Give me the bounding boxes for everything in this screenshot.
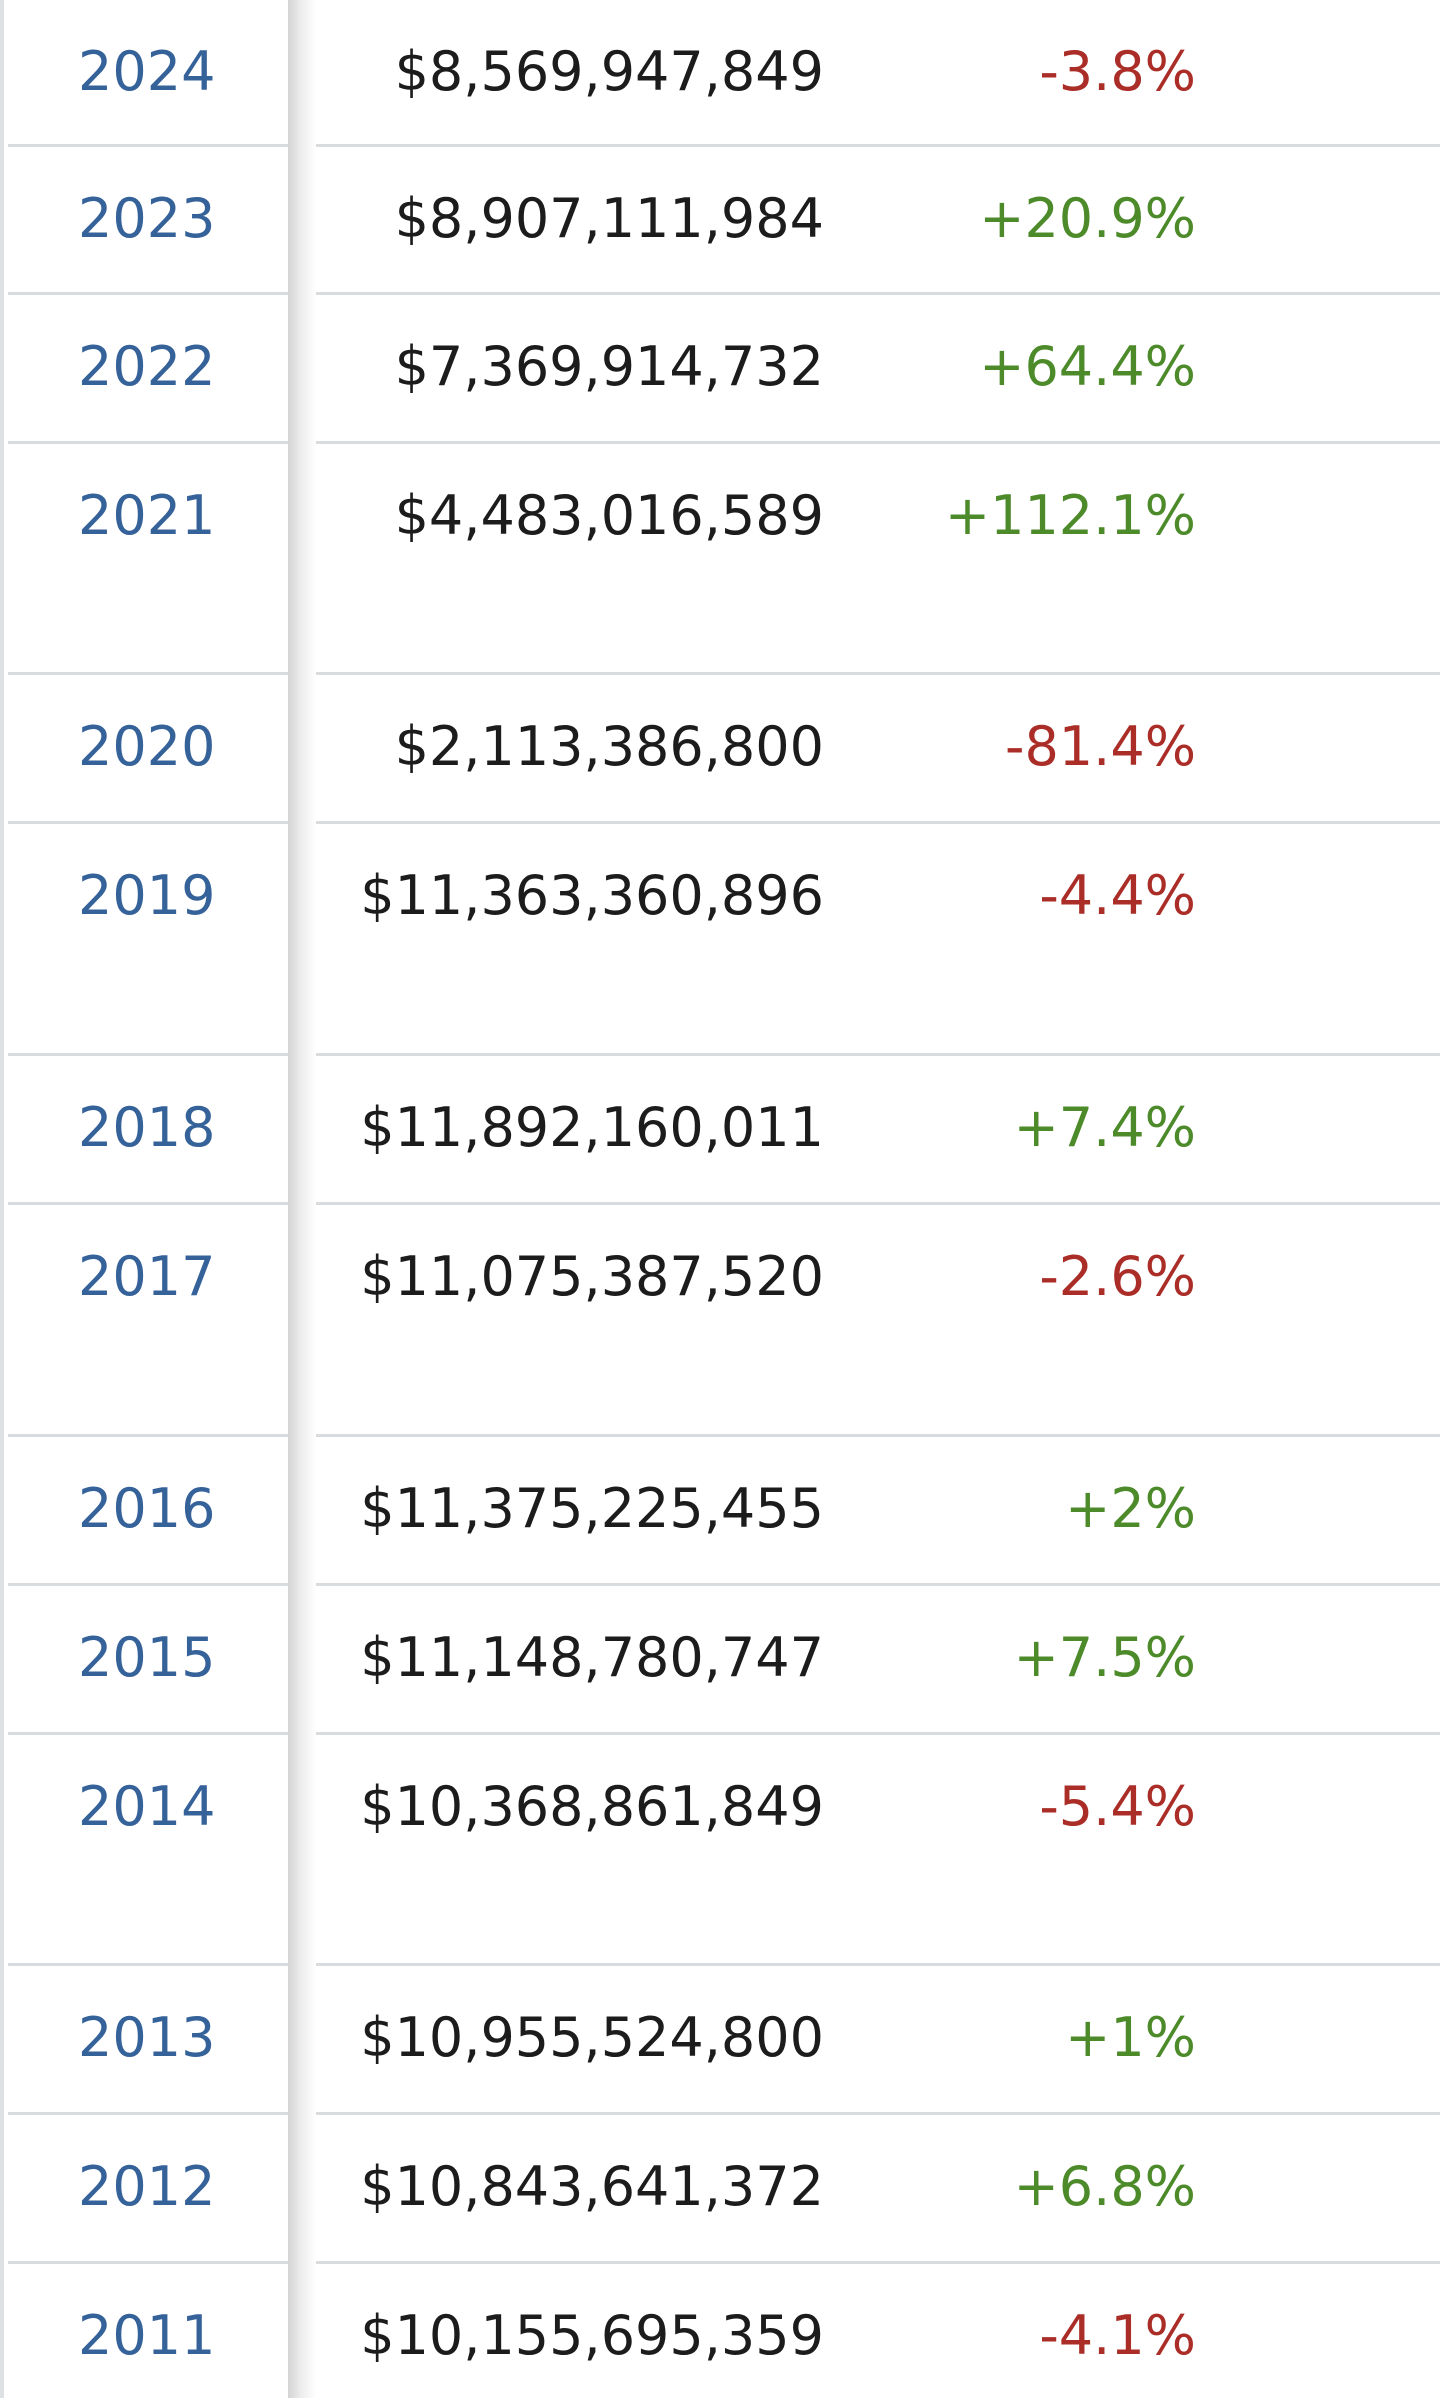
change-value: -4.1% [1039,2304,1196,2367]
year-link[interactable]: 2020 [78,715,216,778]
year-link[interactable]: 2018 [78,1096,216,1159]
change-value: +7.4% [1013,1096,1196,1159]
table-row: 2012 $10,843,641,372 +6.8% [8,2115,1440,2264]
table-row: 2018 $11,892,160,011 +7.4% [8,1056,1440,1205]
gross-value: $4,483,016,589 [394,484,824,547]
year-link[interactable]: 2023 [78,187,216,250]
year-link[interactable]: 2022 [78,335,216,398]
gross-value: $11,363,360,896 [360,864,824,927]
gross-value: $10,368,861,849 [360,1775,824,1838]
change-value: +64.4% [979,335,1196,398]
gross-value: $8,907,111,984 [394,187,824,250]
year-link[interactable]: 2015 [78,1626,216,1689]
gross-value: $11,892,160,011 [360,1096,824,1159]
year-link[interactable]: 2024 [78,40,216,103]
gross-value: $2,113,386,800 [394,715,824,778]
year-link[interactable]: 2021 [78,484,216,547]
table-row: 2020 $2,113,386,800 -81.4% [8,675,1440,824]
gross-value: $8,569,947,849 [394,40,824,103]
table-row: 2017 $11,075,387,520 -2.6% [8,1205,1440,1437]
table-row: 2021 $4,483,016,589 +112.1% [8,444,1440,675]
change-value: +112.1% [944,484,1196,547]
gross-value: $10,843,641,372 [360,2155,824,2218]
gross-value: $11,148,780,747 [360,1626,824,1689]
year-link[interactable]: 2019 [78,864,216,927]
table-row: 2022 $7,369,914,732 +64.4% [8,295,1440,444]
year-link[interactable]: 2014 [78,1775,216,1838]
table-row: 2024 $8,569,947,849 -3.8% [8,0,1440,147]
year-link[interactable]: 2017 [78,1245,216,1308]
table-row: 2019 $11,363,360,896 -4.4% [8,824,1440,1056]
year-link[interactable]: 2013 [78,2006,216,2069]
change-value: +7.5% [1013,1626,1196,1689]
year-link[interactable]: 2012 [78,2155,216,2218]
change-value: -5.4% [1039,1775,1196,1838]
table-row: 2013 $10,955,524,800 +1% [8,1966,1440,2115]
change-value: +1% [1065,2006,1196,2069]
change-value: +20.9% [979,187,1196,250]
change-value: -2.6% [1039,1245,1196,1308]
change-value: -3.8% [1039,40,1196,103]
change-value: +2% [1065,1477,1196,1540]
table-row: 2023 $8,907,111,984 +20.9% [8,147,1440,295]
table-row: 2011 $10,155,695,359 -4.1% [8,2264,1440,2398]
gross-value: $11,375,225,455 [360,1477,824,1540]
gross-value: $10,955,524,800 [360,2006,824,2069]
gross-value: $10,155,695,359 [360,2304,824,2367]
table-row: 2016 $11,375,225,455 +2% [8,1437,1440,1586]
table-row: 2015 $11,148,780,747 +7.5% [8,1586,1440,1735]
change-value: -4.4% [1039,864,1196,927]
table-row: 2014 $10,368,861,849 -5.4% [8,1735,1440,1966]
change-value: +6.8% [1013,2155,1196,2218]
year-link[interactable]: 2016 [78,1477,216,1540]
year-link[interactable]: 2011 [78,2304,216,2367]
gross-value: $7,369,914,732 [394,335,824,398]
change-value: -81.4% [1004,715,1196,778]
gross-value: $11,075,387,520 [360,1245,824,1308]
